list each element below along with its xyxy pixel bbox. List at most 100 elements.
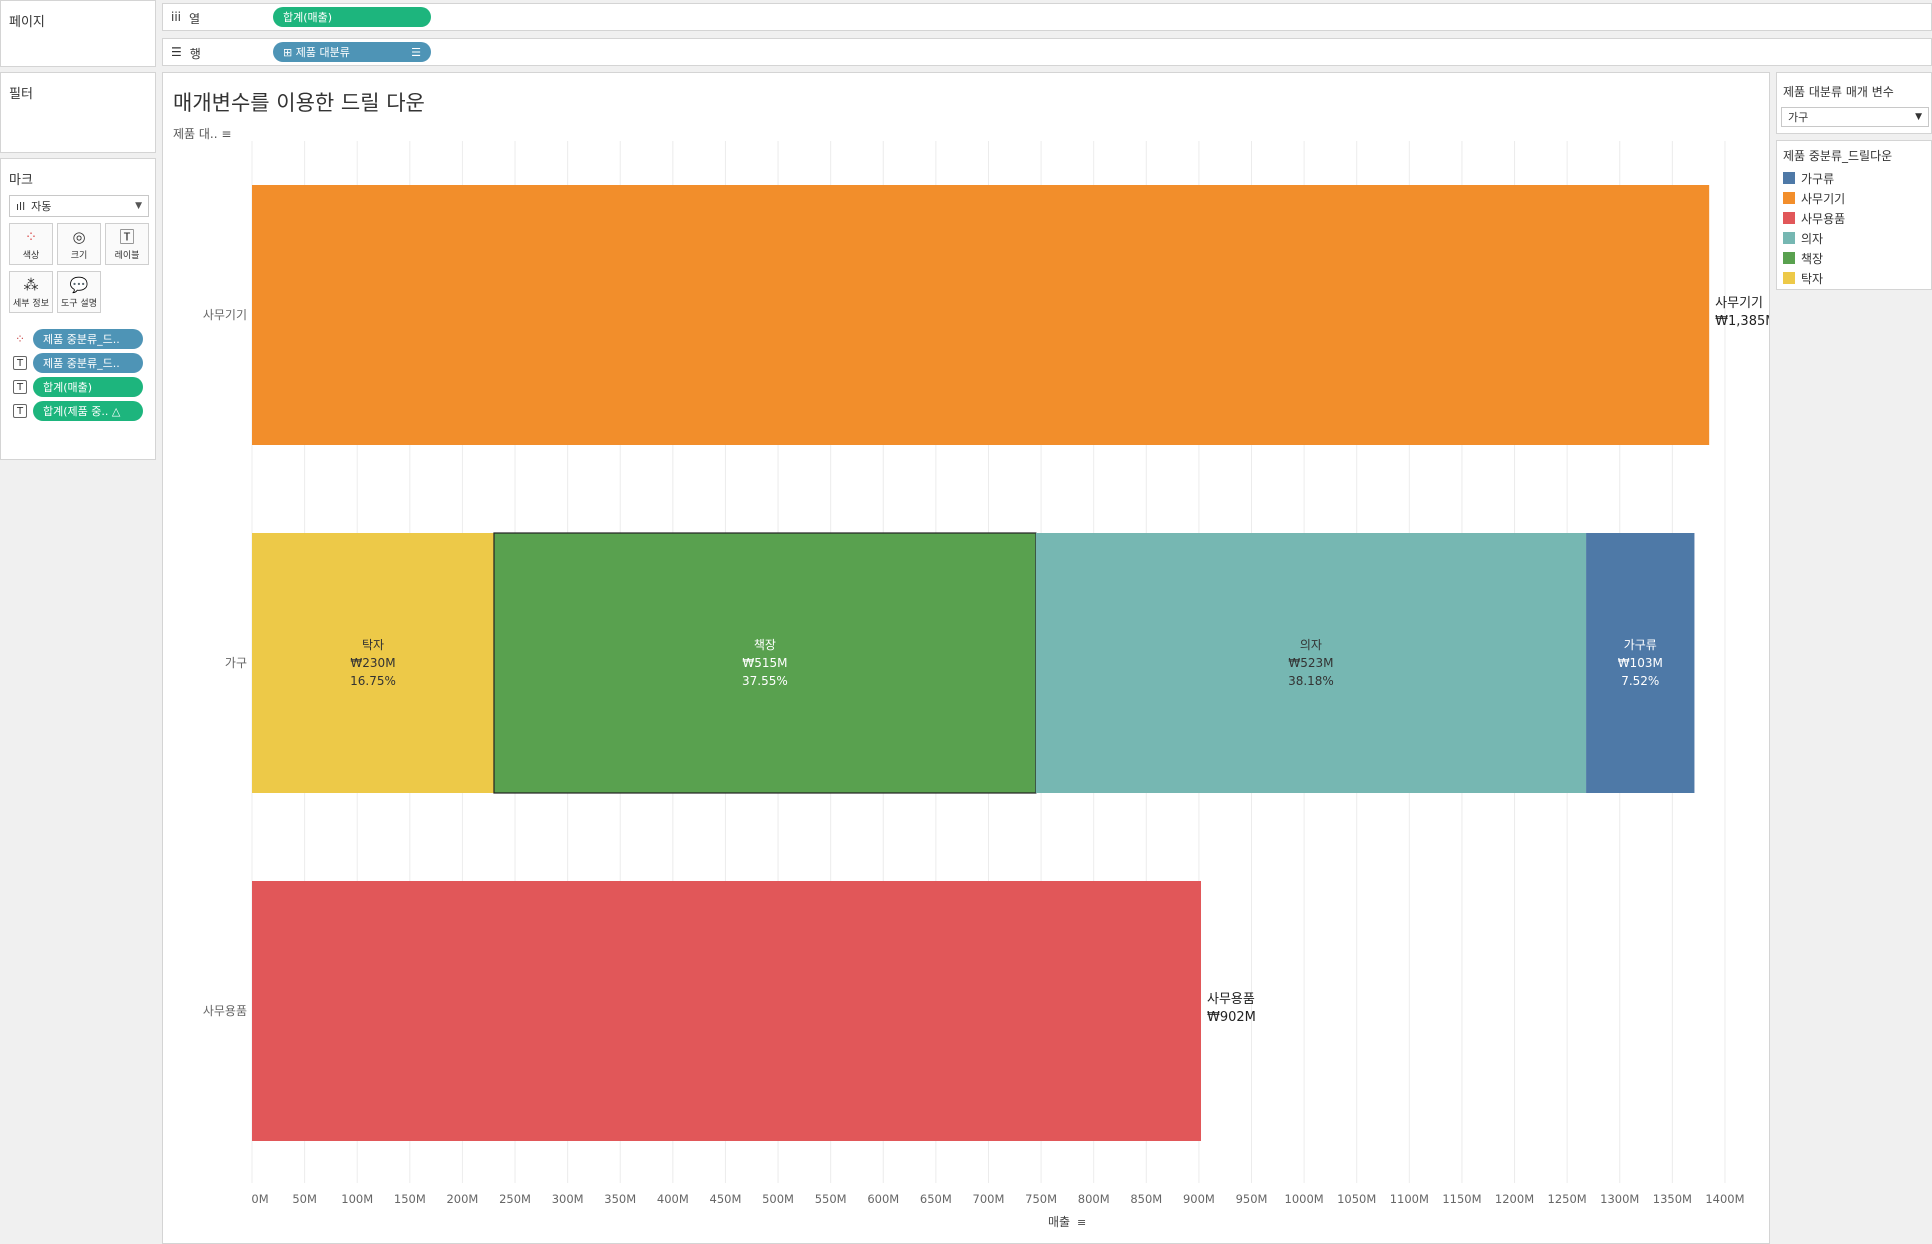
chevron-down-icon: ▼ <box>135 201 142 211</box>
marks-field-row: T 합계(매출) <box>13 377 143 397</box>
color-button[interactable]: ⁘ 색상 <box>9 223 53 265</box>
bar-segment-의자[interactable] <box>1035 533 1587 793</box>
tooltip-button[interactable]: 💬 도구 설명 <box>57 271 101 313</box>
page-title: 매개변수를 이용한 드릴 다운 <box>173 91 425 115</box>
sort-descending-icon[interactable]: ☰ <box>411 45 421 59</box>
color-legend: 제품 중분류_드릴다운 가구류 사무기기 사무용품 의자 책장 탁자 <box>1776 140 1932 290</box>
bar-label: ₩103M <box>1618 656 1663 670</box>
sort-descending-icon[interactable]: ≡ <box>221 127 232 141</box>
mark-type-dropdown[interactable]: ıll 자동 ▼ <box>9 195 149 217</box>
bar-segment-탁자[interactable] <box>252 533 494 793</box>
x-tick-label: 350M <box>604 1192 636 1206</box>
legend-item-label: 책장 <box>1801 251 1824 266</box>
marks-label: 마크 <box>9 173 33 188</box>
legend-title: 제품 중분류_드릴다운 <box>1783 149 1893 163</box>
rows-shelf[interactable]: ☰ 행 ⊞ 제품 대분류 ☰ <box>162 38 1932 66</box>
x-tick-label: 650M <box>920 1192 952 1206</box>
legend-item[interactable]: 가구류 <box>1783 169 1834 187</box>
text-icon: 🅃 <box>119 227 135 246</box>
bar-end-label: ₩1,385M <box>1715 314 1769 329</box>
rows-label: 행 <box>189 47 201 61</box>
marks-field-pill[interactable]: 합계(매출) <box>33 377 143 397</box>
columns-icon: iii <box>171 10 182 24</box>
legend-swatch <box>1783 252 1795 264</box>
tooltip-icon: 💬 <box>69 275 89 294</box>
x-tick-label: 600M <box>867 1192 899 1206</box>
size-icon: ◎ <box>72 227 86 246</box>
x-tick-label: 700M <box>973 1192 1005 1206</box>
detail-button-label: 세부 정보 <box>13 298 49 309</box>
filters-card[interactable]: 필터 <box>0 72 156 153</box>
x-tick-label: 500M <box>762 1192 794 1206</box>
legend-item-label: 사무기기 <box>1801 191 1846 206</box>
bar-chart-icon: ıll <box>16 199 26 213</box>
bar-label: 의자 <box>1300 638 1322 652</box>
x-tick-label: 1000M <box>1285 1192 1324 1206</box>
legend-item-label: 의자 <box>1801 231 1824 246</box>
legend-swatch <box>1783 272 1795 284</box>
marks-field-row: T 합계(제품 중.. △ <box>13 401 143 421</box>
x-tick-label: 800M <box>1078 1192 1110 1206</box>
x-tick-label: 1200M <box>1495 1192 1534 1206</box>
x-tick-label: 950M <box>1236 1192 1268 1206</box>
bar-label: ₩230M <box>350 656 395 670</box>
marks-field-pill[interactable]: 제품 중분류_드.. <box>33 353 143 373</box>
columns-shelf-label: iii 열 <box>171 10 200 27</box>
rows-pill-text: ⊞ 제품 대분류 <box>283 46 350 59</box>
bar-end-label: 사무기기 <box>1715 296 1763 311</box>
x-tick-label: 850M <box>1130 1192 1162 1206</box>
size-button-label: 크기 <box>70 250 88 261</box>
legend-item-label: 가구류 <box>1801 171 1835 186</box>
bar-label: ₩523M <box>1288 656 1333 670</box>
x-tick-label: 400M <box>657 1192 689 1206</box>
label-button-label: 레이블 <box>114 250 140 261</box>
legend-item[interactable]: 사무용품 <box>1783 209 1845 227</box>
x-tick-label: 100M <box>341 1192 373 1206</box>
legend-item-label: 탁자 <box>1801 271 1824 286</box>
marks-field-pill[interactable]: 합계(제품 중.. △ <box>33 401 143 421</box>
marks-field-row: T 제품 중분류_드.. <box>13 353 143 373</box>
bar-label: ₩515M <box>742 656 787 670</box>
worksheet-view: 사무기기사무기기₩1,385M가구탁자₩230M16.75%책장₩515M37.… <box>162 72 1770 1244</box>
legend-item[interactable]: 탁자 <box>1783 269 1823 287</box>
text-icon: T <box>13 356 27 370</box>
columns-pill[interactable]: 합계(매출) <box>273 7 431 27</box>
sort-descending-icon: ≡ <box>1077 1216 1086 1229</box>
legend-item[interactable]: 의자 <box>1783 229 1823 247</box>
bar-segment-사무용품[interactable] <box>252 881 1202 1141</box>
row-header-label[interactable]: 제품 대.. ≡ <box>173 125 231 142</box>
bar-end-label: ₩902M <box>1207 1010 1256 1025</box>
label-button[interactable]: 🅃 레이블 <box>105 223 149 265</box>
parameter-value: 가구 <box>1788 111 1809 124</box>
size-button[interactable]: ◎ 크기 <box>57 223 101 265</box>
legend-swatch <box>1783 192 1795 204</box>
x-tick-label: 900M <box>1183 1192 1215 1206</box>
bar-segment-가구류[interactable] <box>1586 533 1695 793</box>
detail-button[interactable]: ⁂ 세부 정보 <box>9 271 53 313</box>
x-axis-title: 매출 <box>1048 1215 1070 1229</box>
columns-shelf[interactable]: iii 열 합계(매출) <box>162 3 1932 31</box>
row-header-0: 사무기기 <box>203 308 247 322</box>
marks-field-pill[interactable]: 제품 중분류_드.. <box>33 329 143 349</box>
bar-segment-책장[interactable] <box>493 532 1037 794</box>
legend-item-label: 사무용품 <box>1801 211 1846 226</box>
parameter-dropdown[interactable]: 가구 ▼ <box>1781 107 1929 127</box>
pages-card[interactable]: 페이지 <box>0 0 156 67</box>
legend-item[interactable]: 책장 <box>1783 249 1823 267</box>
legend-item[interactable]: 사무기기 <box>1783 189 1845 207</box>
x-tick-label: 750M <box>1025 1192 1057 1206</box>
rows-pill[interactable]: ⊞ 제품 대분류 ☰ <box>273 42 431 62</box>
parameter-title: 제품 대분류 매개 변수 <box>1783 85 1894 99</box>
marks-card: 마크 ıll 자동 ▼ ⁘ 색상 ◎ 크기 🅃 레이블 ⁂ 세부 정보 💬 도구… <box>0 158 156 460</box>
bar-label: 37.55% <box>742 674 788 688</box>
x-tick-label: 150M <box>394 1192 426 1206</box>
x-tick-label: 0M <box>251 1192 268 1206</box>
x-tick-label: 550M <box>815 1192 847 1206</box>
bar-label: 38.18% <box>1288 674 1334 688</box>
text-icon: T <box>13 380 27 394</box>
x-tick-label: 1050M <box>1337 1192 1376 1206</box>
x-tick-label: 300M <box>552 1192 584 1206</box>
x-tick-label: 1400M <box>1705 1192 1744 1206</box>
marks-field-row: ⁘ 제품 중분류_드.. <box>13 329 143 349</box>
bar-segment-사무기기[interactable] <box>252 185 1710 445</box>
